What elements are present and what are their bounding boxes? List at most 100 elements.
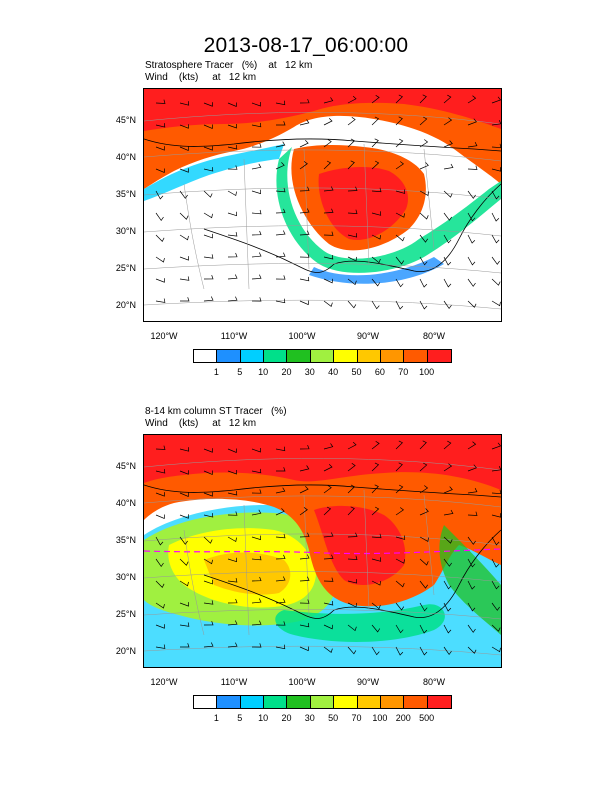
wind-barb — [467, 441, 477, 450]
colorbar-tick-label: 1 — [213, 367, 219, 377]
wind-barb — [275, 230, 286, 236]
wind-barb — [251, 555, 262, 561]
wind-barb — [299, 622, 310, 628]
wind-barb — [179, 146, 189, 152]
wind-barb — [155, 256, 165, 263]
wind-barb — [227, 296, 238, 302]
wind-barb — [251, 252, 262, 258]
wind-barb — [323, 139, 332, 148]
wind-barb — [371, 462, 380, 472]
wind-barb — [275, 208, 286, 214]
colorbar-swatch — [287, 696, 311, 708]
wind-barb — [371, 646, 380, 656]
panel1-lon-label: 110°W — [220, 331, 248, 341]
wind-barb — [467, 558, 476, 568]
colorbar-swatch — [334, 350, 358, 362]
wind-barb — [491, 234, 500, 244]
wind-barb — [227, 232, 238, 237]
wind-barb — [299, 507, 308, 516]
panel1-lon-label: 100°W — [288, 331, 316, 341]
wind-barb — [323, 278, 333, 284]
colorbar-tick-label: 30 — [304, 713, 315, 723]
wind-barb — [275, 141, 286, 148]
wind-barb — [491, 167, 501, 172]
panel1-colorbar — [193, 349, 452, 363]
wind-barb — [179, 212, 189, 220]
wind-barb — [395, 624, 404, 634]
panel1-lat-label: 45°N — [115, 115, 136, 125]
wind-barb — [179, 234, 189, 241]
colorbar-swatch — [404, 350, 428, 362]
wind-barb — [467, 464, 477, 472]
wind-barb — [443, 558, 452, 567]
panel1-lon-label: 90°W — [356, 331, 380, 341]
wind-barb — [395, 646, 404, 656]
panel1-map — [143, 88, 502, 322]
wind-barb — [467, 190, 476, 199]
wind-barb — [323, 600, 334, 606]
panel1-field-label: Stratosphere Tracer (%) at 12 km — [145, 60, 313, 71]
wind-barb — [491, 143, 501, 149]
wind-barb — [251, 297, 262, 302]
wind-barb — [179, 602, 189, 607]
wind-barb — [443, 117, 453, 126]
panel1-tracer-fringe-cyan — [144, 144, 284, 201]
panel1-map-svg — [144, 89, 501, 321]
wind-barb — [227, 578, 238, 583]
wind-barb — [203, 296, 214, 302]
wind-barb — [227, 620, 238, 626]
panel1-lat-label: 30°N — [115, 226, 136, 236]
wind-barb — [299, 532, 310, 538]
colorbar-tick-label: 60 — [374, 367, 385, 377]
wind-barb — [443, 624, 452, 634]
colorbar-swatch — [240, 350, 265, 362]
wind-barb — [251, 143, 262, 148]
wind-barb — [299, 161, 308, 170]
colorbar-swatch — [357, 696, 381, 708]
wind-barb — [203, 492, 213, 497]
wind-barb — [179, 536, 188, 545]
wind-barb — [323, 646, 333, 653]
wind-barb — [323, 300, 333, 307]
wind-barb — [371, 187, 382, 193]
wind-barb — [179, 101, 190, 106]
wind-barb — [347, 555, 358, 560]
wind-barb — [227, 448, 237, 454]
wind-barb — [347, 186, 358, 192]
wind-barb — [323, 624, 333, 630]
wind-barb — [227, 274, 238, 280]
wind-barb — [395, 300, 404, 310]
wind-barb — [491, 96, 501, 104]
wind-barb — [347, 602, 357, 608]
wind-barb — [443, 509, 454, 516]
wind-barb — [299, 444, 310, 450]
wind-barb — [419, 508, 429, 516]
wind-barb — [371, 506, 380, 516]
colorbar-swatch — [427, 350, 451, 362]
wind-barb — [155, 580, 165, 588]
wind-barb — [419, 116, 428, 126]
panel2-lat-label: 20°N — [115, 646, 136, 656]
wind-barb — [299, 230, 310, 236]
panel2-lat-label: 35°N — [115, 535, 136, 545]
wind-barb — [299, 486, 309, 494]
wind-barb — [347, 233, 358, 238]
wind-barb — [299, 98, 310, 104]
wind-barb — [347, 278, 357, 286]
colorbar-tick-label: 5 — [237, 367, 243, 377]
colorbar-tick-label: 10 — [258, 713, 269, 723]
wind-barb — [299, 186, 310, 192]
wind-barb — [323, 485, 332, 494]
wind-barb — [467, 118, 477, 126]
wind-barb — [323, 231, 334, 236]
colorbar-swatch — [380, 350, 405, 362]
wind-barb — [299, 554, 310, 560]
wind-barb — [275, 100, 286, 106]
colorbar-tick-label: 1 — [213, 713, 219, 723]
wind-barb — [179, 168, 189, 173]
wind-barb — [491, 624, 501, 632]
wind-barb — [203, 536, 213, 544]
wind-barb — [467, 487, 478, 494]
wind-barb — [203, 558, 213, 565]
wind-barb — [491, 536, 500, 546]
